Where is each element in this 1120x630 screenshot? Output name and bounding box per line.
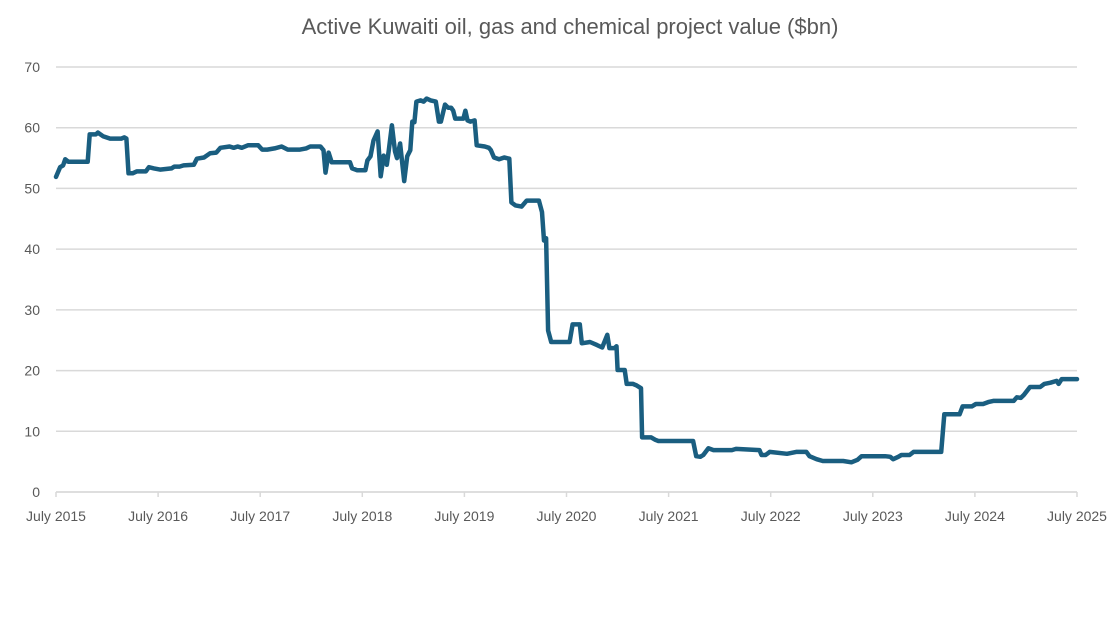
x-tick-label: July 2022 [741, 508, 801, 524]
y-tick-label: 0 [32, 484, 40, 500]
y-tick-label: 40 [24, 241, 40, 257]
y-tick-label: 60 [24, 120, 40, 136]
x-tick-label: July 2015 [26, 508, 86, 524]
x-tick-label: July 2021 [639, 508, 699, 524]
x-axis: July 2015 July 2016 July 2017 July 2018 July… [26, 491, 1107, 524]
x-tick-label: July 2025 [1047, 508, 1107, 524]
x-tick-label: July 2020 [537, 508, 597, 524]
gridlines [56, 66, 1077, 493]
x-tick-label: July 2016 [128, 508, 188, 524]
y-tick-label: 10 [24, 423, 40, 439]
chart-title: Active Kuwaiti oil, gas and chemical pro… [301, 14, 839, 39]
x-tick-label: July 2017 [230, 508, 290, 524]
y-tick-label: 70 [24, 59, 40, 75]
series-line [53, 96, 1080, 465]
x-tick-label: July 2019 [434, 508, 494, 524]
y-axis: 0 10 20 30 40 50 60 70 [24, 59, 40, 500]
y-tick-label: 20 [24, 363, 40, 379]
y-tick-label: 30 [24, 302, 40, 318]
x-tick-label: July 2018 [332, 508, 392, 524]
x-tick-label: July 2024 [945, 508, 1005, 524]
series-group [53, 96, 1080, 465]
y-tick-label: 50 [24, 180, 40, 196]
x-tick-label: July 2023 [843, 508, 903, 524]
